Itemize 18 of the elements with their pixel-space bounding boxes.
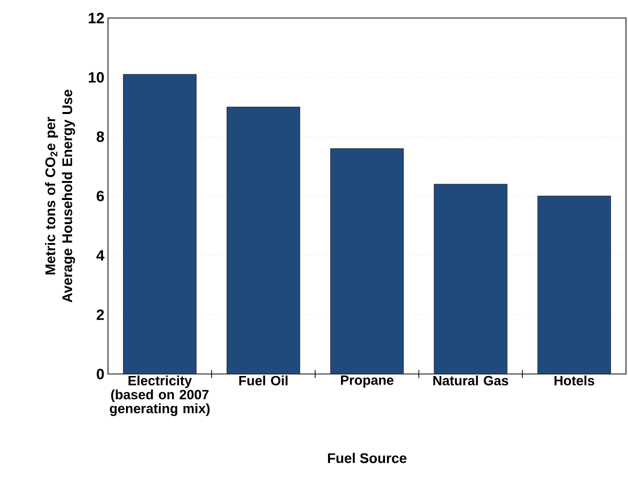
bar (226, 107, 300, 374)
bar (330, 148, 404, 374)
y-tick-label: 12 (88, 12, 104, 24)
y-tick-label: 8 (96, 131, 104, 142)
y-tick-label: 4 (96, 250, 104, 260)
x-axis-title: Fuel Source (328, 452, 406, 464)
x-tick-label: Electricity (based on 2007 generating mix) (110, 376, 210, 416)
y-tick-label: 6 (96, 190, 104, 202)
bar (538, 196, 611, 374)
x-tick-label: Hotels (554, 376, 594, 386)
x-tick-label: Propane (341, 376, 394, 388)
bar (434, 184, 508, 374)
bar (123, 74, 196, 374)
y-tick-label: 0 (96, 368, 104, 380)
y-tick-label: 2 (96, 309, 104, 320)
x-tick-label: Fuel Oil (239, 376, 288, 386)
y-tick-label: 10 (88, 72, 104, 83)
x-tick-label: Natural Gas (433, 376, 508, 386)
